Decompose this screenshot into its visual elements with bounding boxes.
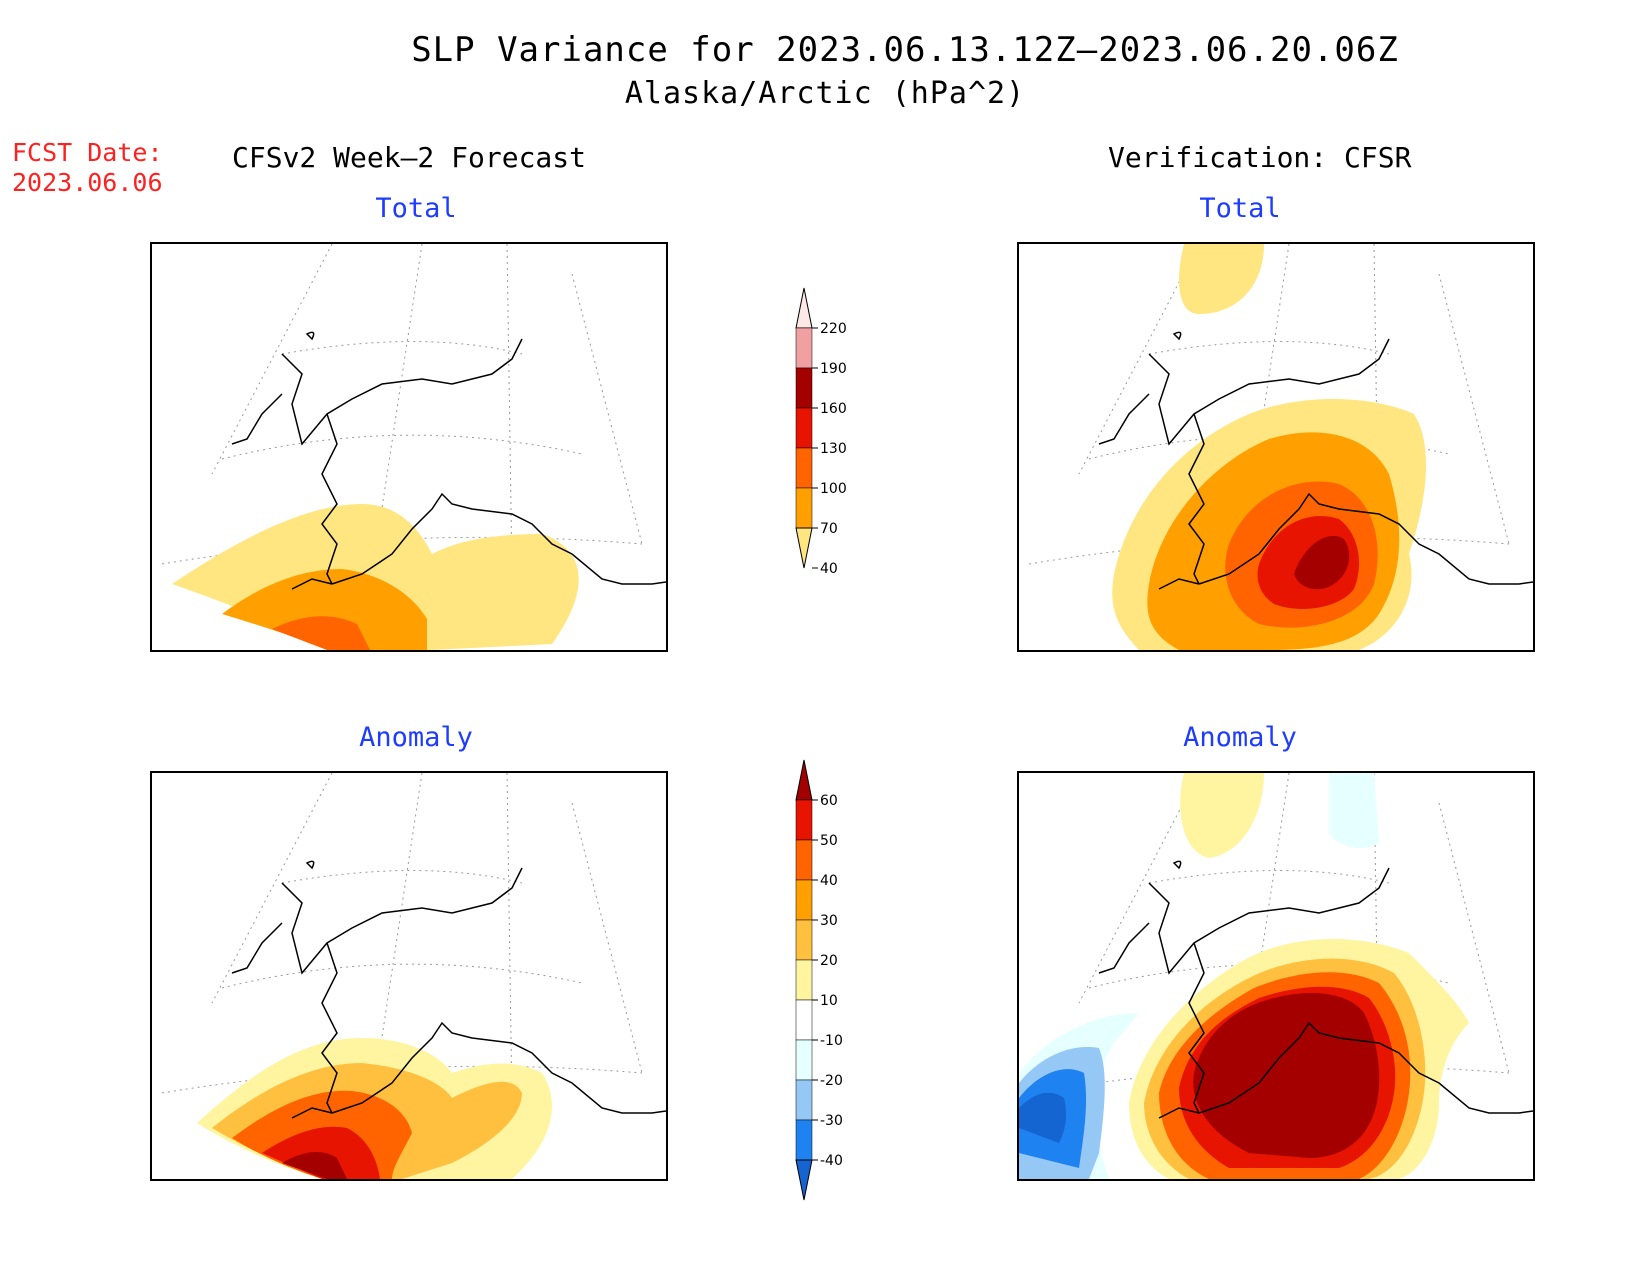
total-colorbar-tick-label: 130 <box>820 441 847 457</box>
fcst-total-map <box>150 242 668 652</box>
total-colorbar-cap-bottom <box>795 527 813 569</box>
anomaly-colorbar-segment <box>795 1119 813 1161</box>
shading <box>172 504 579 650</box>
total-colorbar-segment <box>795 407 813 449</box>
fcst-date-label: FCST Date: <box>12 138 163 167</box>
anomaly-colorbar-tick-label: 40 <box>820 873 838 889</box>
coastline <box>231 331 667 590</box>
fcst-anomaly-map <box>150 771 668 1181</box>
fcst-total-label: Total <box>375 193 457 224</box>
coastline <box>231 860 667 1119</box>
anomaly-colorbar-segment <box>795 799 813 841</box>
total-colorbar-cap-top <box>795 287 813 329</box>
anomaly-colorbar-tick-label: 30 <box>820 913 838 929</box>
anomaly-colorbar-tick-label: 60 <box>820 793 838 809</box>
total-colorbar-segment <box>795 367 813 409</box>
anomaly-colorbar-segment <box>795 839 813 881</box>
anomaly-colorbar-segment <box>795 959 813 1001</box>
total-colorbar-tick-label: 220 <box>820 321 847 337</box>
total-colorbar-tick-label: 40 <box>820 561 838 577</box>
anomaly-colorbar-tick-label: 10 <box>820 993 838 1009</box>
anomaly-colorbar-segment <box>795 1079 813 1121</box>
shading <box>1019 773 1469 1179</box>
verif-total-label: Total <box>1199 193 1281 224</box>
anomaly-colorbar-cap-top <box>795 759 813 801</box>
total-colorbar-segment <box>795 327 813 369</box>
anomaly-colorbar-tick-label: -40 <box>820 1153 843 1169</box>
anomaly-colorbar: -40 -30 -20 -10 10 20 30 40 50 60 <box>795 759 843 1201</box>
anomaly-colorbar-tick-label: -20 <box>820 1073 843 1089</box>
verif-anomaly-label: Anomaly <box>1183 722 1297 753</box>
anomaly-colorbar-segment <box>795 879 813 921</box>
anomaly-colorbar-segment <box>795 919 813 961</box>
shading <box>197 1038 552 1179</box>
total-colorbar-tick-label: 190 <box>820 361 847 377</box>
anomaly-colorbar-tick-label: -30 <box>820 1113 843 1129</box>
figure-subtitle: Alaska/Arctic (hPa^2) <box>624 76 1026 111</box>
verif-anomaly-map <box>1017 771 1535 1181</box>
total-colorbar-tick-label: 100 <box>820 481 847 497</box>
total-colorbar-tick-label: 70 <box>820 521 838 537</box>
coastline <box>1098 331 1534 590</box>
fcst-anomaly-label: Anomaly <box>359 722 473 753</box>
total-colorbar-segment <box>795 487 813 529</box>
shading <box>1112 244 1427 650</box>
forecast-column-heading: CFSv2 Week–2 Forecast <box>232 141 587 174</box>
anomaly-colorbar-segment <box>795 1039 813 1081</box>
total-colorbar-tick-label: 160 <box>820 401 847 417</box>
total-colorbar: 40 70 100 130 160 190 220 <box>795 287 847 577</box>
verif-total-map <box>1017 242 1535 652</box>
anomaly-colorbar-tick-label: -10 <box>820 1033 843 1049</box>
anomaly-colorbar-tick-label: 50 <box>820 833 838 849</box>
verification-column-heading: Verification: CFSR <box>1108 141 1412 174</box>
anomaly-colorbar-cap-bottom <box>795 1159 813 1201</box>
fcst-date-value: 2023.06.06 <box>12 168 163 197</box>
coastline <box>1098 860 1534 1119</box>
figure-title: SLP Variance for 2023.06.13.12Z–2023.06.… <box>411 30 1399 70</box>
anomaly-colorbar-segment <box>795 999 813 1041</box>
total-colorbar-segment <box>795 447 813 489</box>
anomaly-colorbar-tick-label: 20 <box>820 953 838 969</box>
